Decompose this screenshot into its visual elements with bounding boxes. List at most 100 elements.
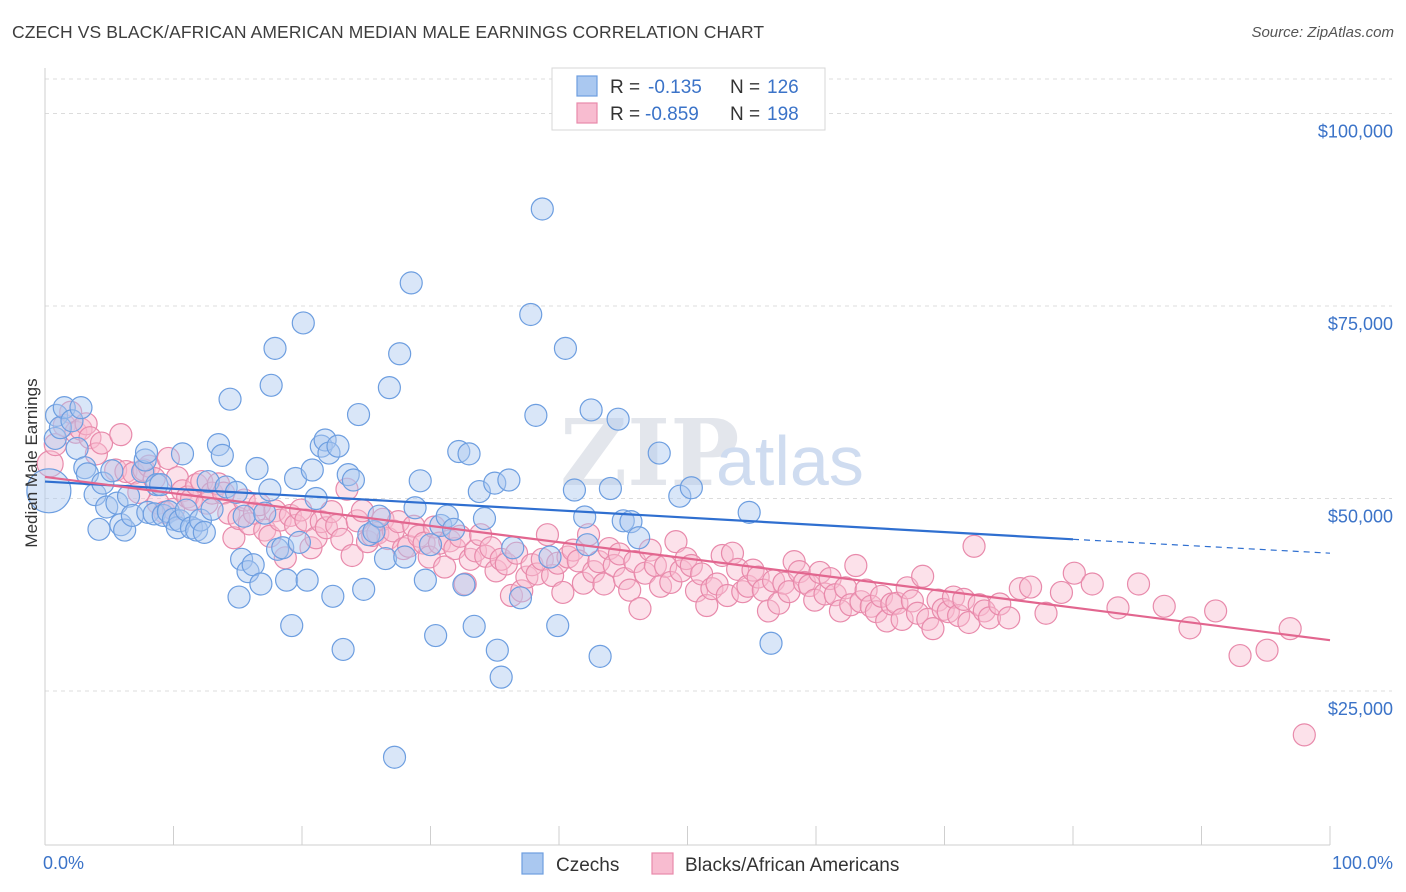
- black-point: [1178, 616, 1202, 640]
- czech-point: [113, 518, 137, 542]
- czech-point: [489, 665, 513, 689]
- trend-lines: [44, 475, 1331, 642]
- czech-point: [452, 573, 476, 597]
- czech-point: [274, 568, 299, 592]
- black-point: [664, 530, 688, 554]
- black-point: [669, 559, 693, 583]
- czech-point: [321, 584, 345, 608]
- bottom-legend-swatch-blacks: [651, 852, 674, 875]
- black-point: [628, 597, 652, 621]
- bottom-legend-swatch-czechs: [521, 852, 544, 875]
- czech-point: [408, 469, 432, 493]
- black-point: [1062, 561, 1086, 585]
- y-axis-title: Median Male Earnings: [22, 378, 41, 547]
- czech-point: [287, 530, 312, 554]
- black-point: [618, 578, 642, 602]
- czech-point: [373, 546, 398, 571]
- y-tick-label: $75,000: [1328, 314, 1393, 334]
- black-point: [844, 553, 868, 578]
- chart-source: Source: ZipAtlas.com: [1251, 24, 1394, 41]
- legend-r-value-blacks: -0.859: [645, 104, 699, 125]
- black-point: [1204, 599, 1228, 623]
- bottom-legend-label-blacks: Blacks/African Americans: [685, 855, 899, 876]
- czech-point: [467, 479, 491, 504]
- czech-point: [295, 568, 319, 592]
- czech-point: [263, 336, 287, 360]
- czech-point: [259, 373, 283, 397]
- black-point: [540, 563, 565, 588]
- czech-point: [280, 613, 304, 638]
- czech-point: [388, 342, 412, 366]
- legend-r-label-czechs: R =: [610, 77, 640, 98]
- black-point: [84, 442, 109, 466]
- czech-point: [418, 533, 443, 557]
- y-tick-label: $50,000: [1328, 507, 1393, 527]
- bottom-legend-label-czechs: Czechs: [556, 855, 619, 876]
- czech-point: [546, 613, 570, 638]
- czech-point: [142, 502, 166, 526]
- czech-point: [519, 302, 543, 327]
- czech-point: [87, 517, 111, 541]
- czech-point: [313, 428, 337, 452]
- czech-point: [291, 311, 315, 335]
- watermark-atlas: atlas: [716, 422, 864, 500]
- black-point: [746, 565, 770, 589]
- black-point: [1034, 601, 1058, 625]
- czech-point: [472, 506, 497, 531]
- czech-point: [258, 478, 282, 502]
- black-point: [997, 606, 1021, 630]
- czech-point: [362, 520, 386, 544]
- black-point: [156, 446, 180, 471]
- czech-point: [170, 442, 195, 466]
- czech-point: [134, 440, 159, 464]
- czech-point: [341, 468, 365, 492]
- czech-point: [524, 403, 548, 427]
- legend-n-value-czechs: 126: [767, 77, 799, 98]
- x-tick-label-start: 0.0%: [43, 853, 84, 873]
- czech-point: [393, 545, 417, 569]
- watermark: ZIP atlas: [560, 399, 864, 507]
- czech-point: [485, 638, 509, 662]
- czech-point: [48, 416, 73, 440]
- czech-point: [457, 442, 481, 466]
- black-point: [1228, 643, 1252, 668]
- black-point: [911, 564, 935, 588]
- czech-point: [60, 409, 84, 433]
- trend-line-extension-czechs: [1072, 538, 1331, 554]
- x-axis-labels: 0.0% 100.0%: [43, 853, 1393, 873]
- legend-n-label-blacks: N =: [730, 104, 760, 125]
- czech-point: [245, 456, 269, 481]
- black-point: [1126, 572, 1151, 596]
- czech-point: [483, 471, 507, 495]
- czech-point: [647, 441, 671, 465]
- czech-point: [210, 443, 234, 467]
- czech-point: [200, 497, 224, 521]
- czech-point: [759, 631, 783, 655]
- x-tick-label-end: 100.0%: [1332, 853, 1393, 873]
- black-point: [1018, 575, 1043, 599]
- legend-swatch-blacks: [576, 102, 598, 124]
- czech-point: [501, 536, 525, 560]
- czech-point: [668, 484, 692, 508]
- black-point: [1255, 638, 1279, 662]
- black-point: [109, 422, 133, 447]
- czech-point: [346, 402, 371, 427]
- czech-point: [413, 568, 437, 592]
- black-point: [962, 534, 986, 558]
- black-point: [222, 526, 246, 550]
- black-point: [1152, 594, 1176, 618]
- trend-line-czechs: [44, 480, 1074, 541]
- czech-point: [562, 478, 587, 502]
- legend-n-value-blacks: 198: [767, 104, 799, 125]
- black-point: [1080, 572, 1104, 596]
- black-point: [1292, 723, 1316, 747]
- legend-n-label-czechs: N =: [730, 77, 760, 98]
- y-axis-labels: $25,000 $50,000 $75,000 $100,000: [1318, 122, 1393, 720]
- black-point: [715, 583, 739, 608]
- czech-point: [218, 387, 242, 411]
- black-point: [340, 543, 364, 568]
- czech-point: [403, 496, 427, 520]
- trend-line-blacks: [44, 475, 1331, 642]
- legend-r-value-czechs: -0.135: [648, 77, 702, 98]
